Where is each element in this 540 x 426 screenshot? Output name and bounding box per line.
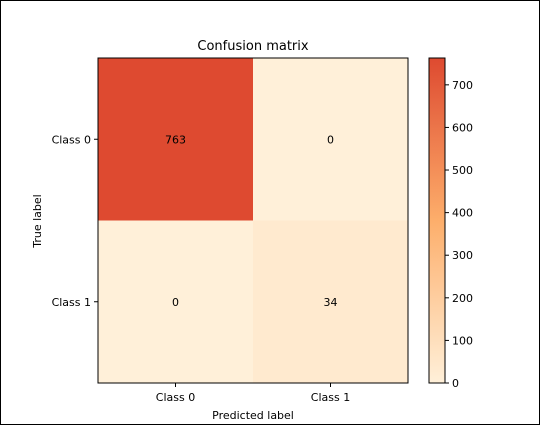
colorbar-tick-label: 400 xyxy=(452,207,473,220)
colorbar-tick-label: 500 xyxy=(452,164,473,177)
cell-value-r1-c0: 0 xyxy=(172,296,179,309)
x-axis-label: Predicted label xyxy=(212,409,294,422)
colorbar-tick-label: 300 xyxy=(452,249,473,262)
y-tick-label: Class 1 xyxy=(52,296,91,309)
chart-title: Confusion matrix xyxy=(197,39,308,54)
x-axis-ticks: Class 0 Class 1 xyxy=(156,383,350,404)
colorbar-tick-label: 600 xyxy=(452,121,473,134)
colorbar-tick-label: 100 xyxy=(452,334,473,347)
cell-r1-c1 xyxy=(253,220,408,383)
cell-value-r1-c1: 34 xyxy=(324,296,338,309)
colorbar-tick-label: 200 xyxy=(452,292,473,305)
x-tick-label: Class 0 xyxy=(156,391,195,404)
colorbar-tick-label: 0 xyxy=(452,377,459,390)
cell-annotations: 763 0 0 34 xyxy=(165,133,338,309)
cell-value-r0-c1: 0 xyxy=(327,133,334,146)
y-tick-label: Class 0 xyxy=(52,133,91,146)
plot-frame xyxy=(97,57,409,384)
y-axis-label: True label xyxy=(31,194,44,248)
cell-r0-c0 xyxy=(98,58,253,221)
cell-r0-c1 xyxy=(253,58,408,221)
matrix-cells xyxy=(98,58,408,383)
cell-r1-c0 xyxy=(98,220,253,383)
colorbar-gradient xyxy=(428,57,446,384)
colorbar-tick-label: 700 xyxy=(452,79,473,92)
y-axis-ticks: Class 0 Class 1 xyxy=(52,133,98,309)
x-tick-label: Class 1 xyxy=(311,391,350,404)
colorbar: 0 100 200 300 400 500 600 700 xyxy=(428,57,473,390)
cell-value-r0-c0: 763 xyxy=(165,133,186,146)
